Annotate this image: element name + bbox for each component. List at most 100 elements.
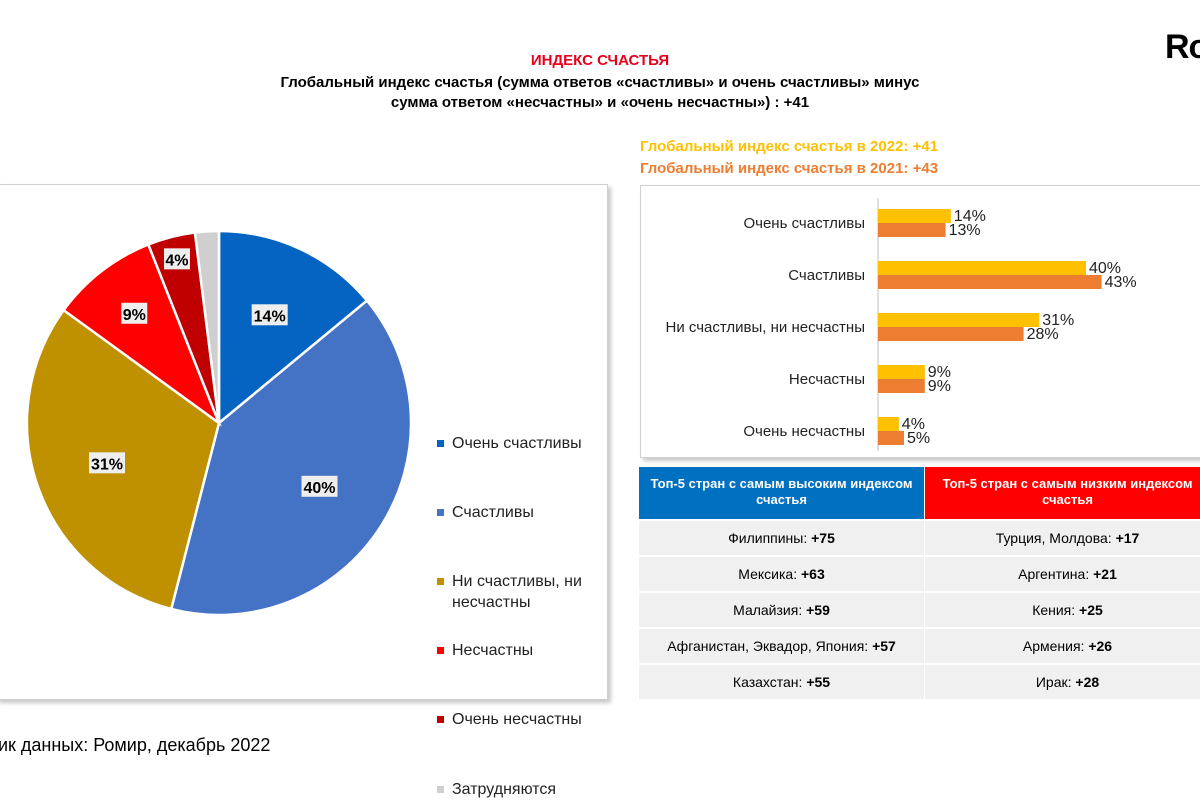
legend-label: Затрудняются ответить <box>452 781 557 798</box>
bar-2021-3 <box>878 327 1024 341</box>
top-countries-table: Топ-5 стран с самым высоким индексом сча… <box>639 467 924 699</box>
legend-swatch <box>437 578 444 585</box>
top-countries-header: Топ-5 стран с самым высоким индексом сча… <box>639 467 924 519</box>
bar-chart: Очень счастливы 14%13% Счастливы 40%43% Ни с… <box>665 198 1137 451</box>
bar-heading-2022: Глобальный индекс счастья в 2022: +41 <box>640 138 939 155</box>
legend-item-3: Ни счастливы, ни несчастны <box>437 571 607 613</box>
pie-chart-panel: 14% 40% 31% 9% 4% Очень счастливы Счастливы Ни… <box>0 184 608 798</box>
bar-category-label-4: Несчастны <box>789 371 865 388</box>
country-index-value: +63 <box>800 566 825 582</box>
subtitle-line-2: сумма ответом «несчастны» и «очень несча… <box>390 94 810 111</box>
bar-2021-2 <box>878 275 1102 289</box>
country-name: Армения: <box>1022 638 1085 654</box>
bar-value-label-2021-4: 9% <box>928 378 951 395</box>
bar-category-label-3: Ни счастливы, ни несчастны <box>665 319 865 336</box>
pie-slice-1 <box>217 229 369 426</box>
bar-value-label-2022-3: 31% <box>1042 312 1074 329</box>
bar-category-label-2: Счастливы <box>788 267 865 284</box>
legend-item-6: Затрудняются ответить <box>437 779 607 800</box>
brand-logo: Ro <box>1165 28 1200 66</box>
table-row: Малайзия: +59 <box>639 593 924 627</box>
pie-chart: 14% 40% 31% 9% 4% <box>25 229 413 617</box>
table-row: Аргентина: +21 <box>925 557 1200 591</box>
country-index-value: +75 <box>811 530 835 546</box>
country-index-value: +25 <box>1079 602 1103 618</box>
bar-value-label-2021-2: 43% <box>1105 274 1137 291</box>
data-source: ник данных: Ромир, декабрь 2022 <box>0 735 271 755</box>
country-name: Турция, Молдова: <box>995 530 1112 546</box>
legend-swatch <box>437 509 444 516</box>
country-name: Малайзия: <box>733 602 803 618</box>
legend-label: Несчастны <box>452 642 534 659</box>
bar-chart-panel: Очень счастливы 14% 13% Счастливы 40% 43% Ни с… <box>640 185 1200 458</box>
svg-text:9%: 9% <box>123 307 146 324</box>
legend-label: Очень несчастны <box>452 711 582 728</box>
pie-data-label-1: 14% <box>251 304 288 326</box>
svg-text:4%: 4% <box>165 252 188 269</box>
country-index-value: +57 <box>872 638 896 654</box>
svg-text:14%: 14% <box>254 308 286 325</box>
legend-swatch <box>437 440 444 447</box>
table-row: Филиппины: +75 <box>639 521 924 555</box>
country-name: Казахстан: <box>732 674 803 690</box>
bar-value-label-2021-5: 5% <box>907 430 930 447</box>
pie-data-label-5: 4% <box>163 248 190 270</box>
bar-2022-4 <box>878 365 925 379</box>
bar-value-label-2021-3: 28% <box>1027 326 1059 343</box>
country-index-value: +55 <box>806 674 831 690</box>
svg-text:31%: 31% <box>91 456 123 473</box>
bar-value-label-2022-1: 14% <box>954 208 986 225</box>
pie-slice-6 <box>193 229 221 424</box>
bar-2022-1 <box>878 209 951 223</box>
pie-data-label-4: 9% <box>121 302 148 324</box>
legend-item-1: Очень счастливы <box>437 433 607 454</box>
legend-item-2: Счастливы <box>437 502 607 523</box>
chart-title: ИНДЕКС СЧАСТЬЯ <box>530 52 670 69</box>
country-name: Филиппины: <box>728 530 808 546</box>
legend-swatch <box>437 786 444 793</box>
bar-value-label-2022-5: 4% <box>902 416 925 433</box>
legend-item-5: Очень несчастны <box>437 709 607 730</box>
country-index-value: +28 <box>1075 674 1100 690</box>
country-index-value: +21 <box>1093 566 1117 582</box>
table-row: Афганистан, Эквадор, Япония: +57 <box>639 629 924 663</box>
pie-slice-4 <box>61 242 222 427</box>
country-name: Ирак: <box>1035 674 1072 690</box>
bottom-countries-header: Топ-5 стран с самым низким индексом счас… <box>925 467 1200 519</box>
table-row: Казахстан: +55 <box>639 665 924 699</box>
bar-2021-5 <box>878 431 904 445</box>
chart-subtitle: Глобальный индекс счастья (сумма ответов… <box>200 73 1000 113</box>
country-index-value: +59 <box>806 602 830 618</box>
country-name: Мексика: <box>738 566 798 582</box>
table-row: Мексика: +63 <box>639 557 924 591</box>
table-row: Ирак: +28 <box>925 665 1200 699</box>
legend-label: Счастливы <box>452 504 534 521</box>
bar-heading-2021: Глобальный индекс счастья в 2021: +43 <box>640 160 939 177</box>
bar-2021-4 <box>878 379 925 393</box>
bar-2022-3 <box>878 313 1040 327</box>
country-index-value: +26 <box>1088 638 1113 654</box>
country-name: Аргентина: <box>1018 566 1090 582</box>
pie-data-label-3: 31% <box>88 452 125 474</box>
bar-value-label-2021-1: 13% <box>949 222 981 239</box>
country-index-value: +17 <box>1115 530 1140 546</box>
table-row: Армения: +26 <box>925 629 1200 663</box>
legend-swatch <box>437 716 444 723</box>
bar-2021-1 <box>878 223 946 237</box>
pie-data-label-2: 40% <box>301 475 338 497</box>
bar-value-label-2022-4: 9% <box>928 364 951 381</box>
country-name: Афганистан, Эквадор, Япония: <box>667 638 869 654</box>
bottom-countries-table: Топ-5 стран с самым низким индексом счас… <box>925 467 1200 699</box>
pie-slice-2 <box>169 298 413 617</box>
legend-swatch <box>437 647 444 654</box>
table-row: Турция, Молдова: +17 <box>925 521 1200 555</box>
country-name: Кения: <box>1032 602 1076 618</box>
legend-label: Очень счастливы <box>452 435 582 452</box>
legend-item-4: Несчастны <box>437 640 607 661</box>
table-row: Кения: +25 <box>925 593 1200 627</box>
subtitle-line-1: Глобальный индекс счастья (сумма ответов… <box>280 74 920 91</box>
bar-category-label-1: Очень счастливы <box>743 215 865 232</box>
bar-category-label-5: Очень несчастны <box>743 423 865 440</box>
svg-text:40%: 40% <box>303 480 335 497</box>
bar-2022-5 <box>878 417 899 431</box>
